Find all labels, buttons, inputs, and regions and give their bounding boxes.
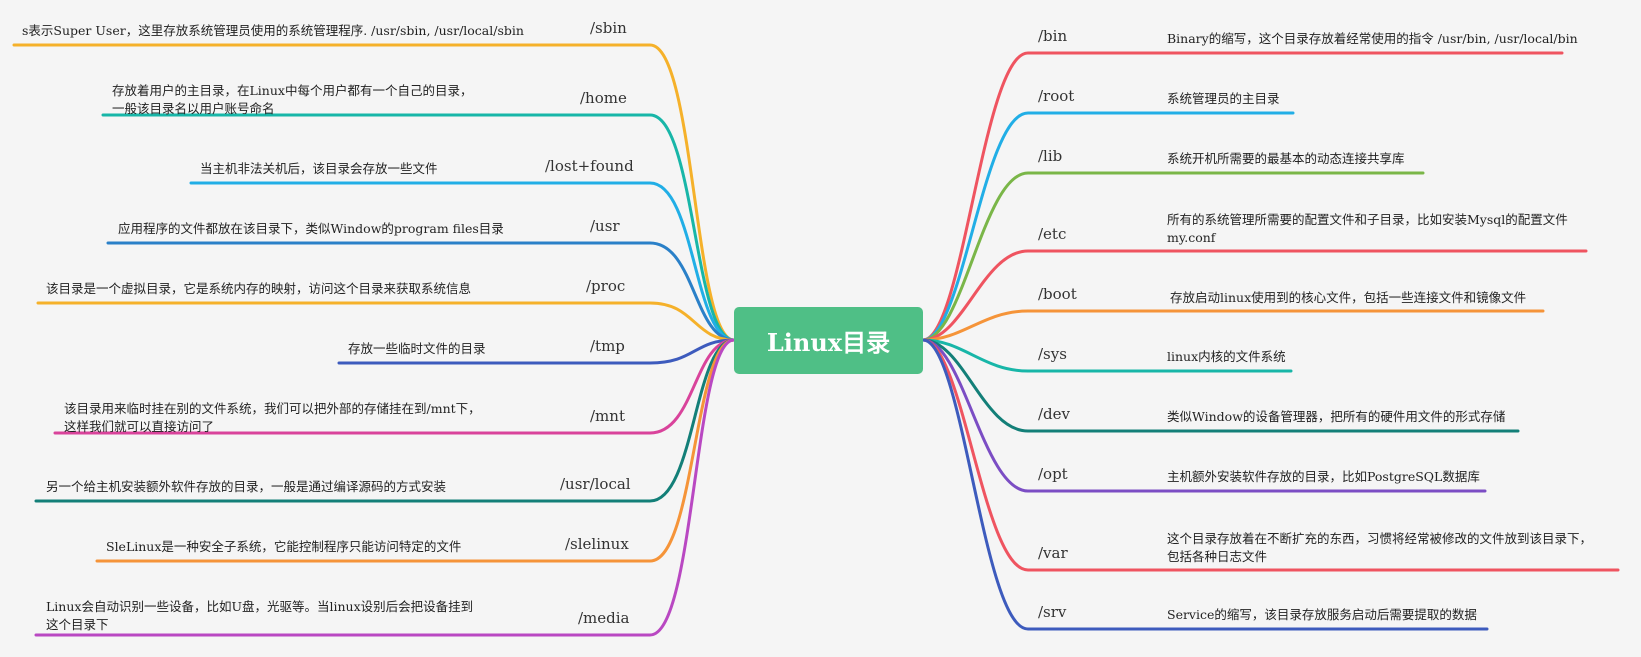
branch-connector-lib: [921, 171, 1425, 342]
branch-connector-lost-found: [189, 181, 736, 342]
branch-connector-srv: [921, 338, 1489, 631]
branch-connector-proc: [36, 301, 736, 342]
branch-connector-tmp: [337, 338, 736, 365]
branch-description-line: 当主机非法关机后，该目录会存放一些文件: [200, 161, 438, 176]
branch-connector-media: [34, 338, 736, 637]
branch-connector-sbin: [12, 43, 736, 342]
branch-description-line: 类似Window的设备管理器，把所有的硬件用文件的形式存储: [1167, 409, 1506, 424]
branch-label-lib[interactable]: /lib: [1038, 147, 1063, 165]
branch-description-line: s表示Super User，这里存放系统管理员使用的系统管理程序. /usr/s…: [22, 23, 524, 38]
branch-description: 所有的系统管理所需要的配置文件和子目录，比如安装Mysql的配置文件 my.con…: [1167, 211, 1568, 247]
branch-description-line: 所有的系统管理所需要的配置文件和子目录，比如安装Mysql的配置文件: [1167, 212, 1568, 227]
branch-description: SleLinux是一种安全子系统，它能控制程序只能访问特定的文件: [106, 538, 461, 556]
branch-description: 系统管理员的主目录: [1167, 90, 1280, 108]
branch-label-proc[interactable]: /proc: [586, 277, 626, 295]
branch-description-line: 存放启动linux使用到的核心文件，包括一些连接文件和镜像文件: [1170, 290, 1527, 305]
branch-connector-slelinux: [95, 338, 736, 563]
root-node-label: Linux目录: [766, 328, 891, 357]
branch-description: 该目录用来临时挂在别的文件系统，我们可以把外部的存储挂在到/mnt下， 这样我们就…: [64, 400, 481, 436]
branch-label-var[interactable]: /var: [1038, 544, 1068, 562]
branch-description-line: 这样我们就可以直接访问了: [64, 419, 215, 434]
branch-description-line: 存放一些临时文件的目录: [348, 341, 486, 356]
branch-description-line: 这个目录下: [46, 617, 109, 632]
branch-description-line: 系统管理员的主目录: [1167, 91, 1280, 106]
branch-connector-etc: [921, 249, 1588, 342]
branch-description-line: 这个目录存放着在不断扩充的东西，习惯将经常被修改的文件放到该目录下，: [1167, 531, 1593, 546]
branch-label-bin[interactable]: /bin: [1038, 27, 1068, 45]
branch-connector-dev: [921, 338, 1520, 433]
branch-description: 当主机非法关机后，该目录会存放一些文件: [200, 160, 438, 178]
branch-connector-sys: [921, 338, 1293, 373]
branch-description-line: 系统开机所需要的最基本的动态连接共享库: [1167, 151, 1405, 166]
branch-description-line: 包括各种日志文件: [1167, 549, 1268, 564]
branch-label-srv[interactable]: /srv: [1038, 603, 1067, 621]
branch-label-root[interactable]: /root: [1038, 87, 1075, 105]
branch-label-dev[interactable]: /dev: [1038, 405, 1071, 423]
branch-description-line: Linux会自动识别一些设备，比如U盘，光驱等。当linux设别后会把设备挂到: [46, 599, 474, 614]
branch-description: Linux会自动识别一些设备，比如U盘，光驱等。当linux设别后会把设备挂到这…: [46, 598, 473, 634]
branch-description: 该目录是一个虚拟目录，它是系统内存的映射，访问这个目录来获取系统信息: [46, 280, 471, 298]
branch-connector-opt: [921, 338, 1487, 493]
branch-description-line: 主机额外安装软件存放的目录，比如PostgreSQL数据库: [1167, 469, 1480, 484]
branch-label-lost-found[interactable]: /lost+found: [545, 157, 634, 175]
branch-description-line: 存放着用户的主目录，在Linux中每个用户都有一个自己的目录，: [112, 83, 473, 98]
branch-label-usr-local[interactable]: /usr/local: [560, 475, 631, 493]
branch-description-line: 应用程序的文件都放在该目录下，类似Window的program files目录: [118, 221, 504, 236]
branch-description-line: linux内核的文件系统: [1167, 349, 1286, 364]
branch-description-line: Binary的缩写，这个目录存放着经常使用的指令 /usr/bin, /usr/…: [1167, 31, 1578, 46]
branch-description-line: 一般该目录名以用户账号命名: [112, 101, 275, 116]
branch-label-mnt[interactable]: /mnt: [590, 407, 625, 425]
branch-description: 系统开机所需要的最基本的动态连接共享库: [1167, 150, 1405, 168]
branch-description: 这个目录存放着在不断扩充的东西，习惯将经常被修改的文件放到该目录下， 包括各种日志…: [1167, 530, 1592, 566]
branch-description: linux内核的文件系统: [1167, 348, 1286, 366]
branch-description: s表示Super User，这里存放系统管理员使用的系统管理程序. /usr/s…: [22, 22, 524, 40]
branch-label-slelinux[interactable]: /slelinux: [565, 535, 629, 553]
branch-description-line: 该目录用来临时挂在别的文件系统，我们可以把外部的存储挂在到/mnt下，: [64, 401, 481, 416]
branch-connector-boot: [921, 309, 1545, 342]
branch-description: 存放一些临时文件的目录: [348, 340, 486, 358]
branch-description: 主机额外安装软件存放的目录，比如PostgreSQL数据库: [1167, 468, 1480, 486]
branch-connector-root: [921, 111, 1295, 342]
branch-description: 应用程序的文件都放在该目录下，类似Window的program files目录: [118, 220, 504, 238]
branch-description-line: SleLinux是一种安全子系统，它能控制程序只能访问特定的文件: [106, 539, 462, 554]
branch-description-line: 该目录是一个虚拟目录，它是系统内存的映射，访问这个目录来获取系统信息: [46, 281, 472, 296]
branch-label-home[interactable]: /home: [580, 89, 627, 107]
branch-label-sbin[interactable]: /sbin: [590, 19, 627, 37]
branch-label-usr[interactable]: /usr: [590, 217, 620, 235]
branch-description: Service的缩写，该目录存放服务启动后需要提取的数据: [1167, 606, 1477, 624]
branch-label-opt[interactable]: /opt: [1038, 465, 1068, 483]
root-node[interactable]: Linux目录: [734, 307, 923, 374]
branch-connector-usr-local: [34, 338, 736, 503]
branch-description: 类似Window的设备管理器，把所有的硬件用文件的形式存储: [1167, 408, 1505, 426]
branch-connector-mnt: [53, 338, 736, 435]
branch-connector-home: [101, 113, 736, 342]
branch-description: 存放启动linux使用到的核心文件，包括一些连接文件和镜像文件: [1170, 289, 1526, 307]
branch-description-line: my.conf: [1167, 230, 1216, 245]
branch-connector-bin: [921, 51, 1564, 342]
branch-description-line: Service的缩写，该目录存放服务启动后需要提取的数据: [1167, 607, 1477, 622]
branch-description: 存放着用户的主目录，在Linux中每个用户都有一个自己的目录， 一般该目录名以用户…: [112, 82, 472, 118]
branch-label-tmp[interactable]: /tmp: [590, 337, 625, 355]
branch-label-sys[interactable]: /sys: [1038, 345, 1067, 363]
branch-label-etc[interactable]: /etc: [1038, 225, 1067, 243]
branch-label-media[interactable]: /media: [578, 609, 630, 627]
branch-label-boot[interactable]: /boot: [1038, 285, 1077, 303]
branch-connector-usr: [106, 241, 736, 342]
branch-description-line: 另一个给主机安装额外软件存放的目录，一般是通过编译源码的方式安装: [46, 479, 447, 494]
branch-description: Binary的缩写，这个目录存放着经常使用的指令 /usr/bin, /usr/…: [1167, 30, 1578, 48]
branch-description: 另一个给主机安装额外软件存放的目录，一般是通过编译源码的方式安装: [46, 478, 446, 496]
